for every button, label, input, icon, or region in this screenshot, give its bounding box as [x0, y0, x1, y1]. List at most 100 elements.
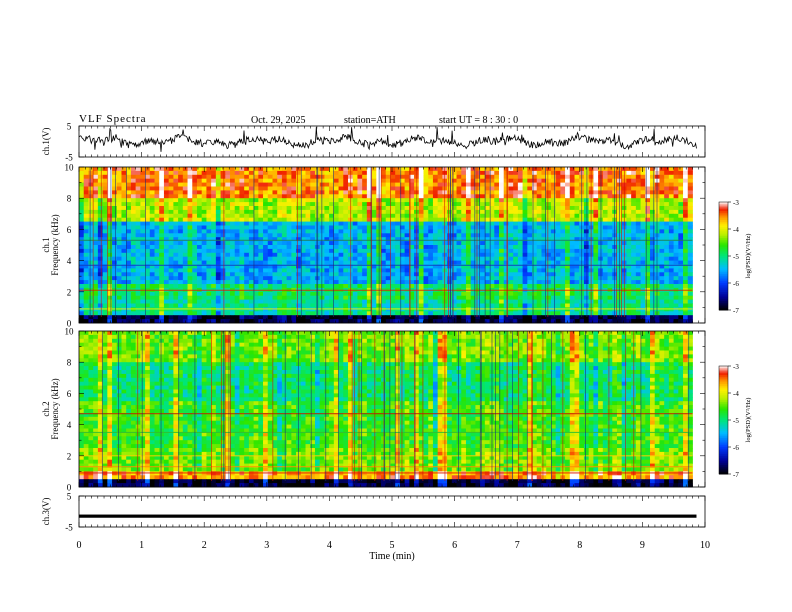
- spectrogram-cell: [182, 252, 188, 258]
- spectrogram-cell: [683, 248, 689, 254]
- spectrogram-cell: [362, 209, 368, 215]
- spectrogram-cell: [135, 213, 141, 219]
- spectrogram-cell: [357, 272, 363, 277]
- spectrogram-cell: [626, 268, 632, 273]
- spectrogram-cell: [451, 241, 457, 246]
- spectrogram-cell: [513, 202, 519, 207]
- spectrogram-cell: [381, 284, 387, 289]
- spectrogram-cell: [140, 315, 146, 320]
- spectrogram-cell: [357, 233, 363, 238]
- spectrogram-cell: [196, 256, 203, 261]
- spectrogram-cell: [116, 209, 122, 215]
- spectrogram-cell: [668, 256, 674, 261]
- spectrogram-cell: [88, 221, 94, 226]
- spectrogram-cell: [475, 272, 481, 277]
- spectrogram-cell: [196, 299, 203, 304]
- spectrogram-cell: [541, 170, 547, 176]
- spectrogram-cell: [149, 315, 155, 320]
- spectrogram-cell: [239, 233, 245, 238]
- spectrogram-cell: [154, 209, 160, 215]
- spectrogram-cell: [494, 233, 500, 238]
- spectrogram-cell: [602, 190, 608, 195]
- spectrogram-cell: [626, 194, 632, 199]
- spectrogram-cell: [281, 202, 288, 207]
- spectrogram-cell: [371, 209, 377, 215]
- spectrogram-cell: [480, 190, 486, 195]
- spectrogram-cell: [296, 209, 302, 215]
- spectrogram-cell: [404, 245, 410, 250]
- spectrogram-cell: [409, 190, 415, 195]
- spectrogram-cell: [239, 190, 245, 195]
- spectrogram-cell: [182, 198, 188, 203]
- spectrogram-cell: [683, 209, 689, 215]
- spectrogram-cell: [494, 217, 500, 222]
- spectrogram-cell: [211, 217, 217, 222]
- spectrogram-cell: [248, 186, 255, 191]
- spectrogram-cell: [409, 209, 415, 215]
- spectrogram-cell: [277, 276, 283, 281]
- spectrogram-cell: [230, 206, 236, 211]
- spectrogram-cell: [163, 299, 170, 304]
- spectrogram-cell: [366, 225, 372, 230]
- spectrogram-cell: [687, 276, 693, 281]
- spectrogram-cell: [437, 268, 443, 273]
- spectrogram-cell: [650, 248, 656, 254]
- spectrogram-cell: [381, 206, 387, 211]
- spectrogram-cell: [244, 260, 250, 265]
- spectrogram-cell: [220, 291, 226, 297]
- spectrogram-cell: [234, 237, 240, 242]
- spectrogram-cell: [550, 213, 557, 219]
- spectrogram-cell: [121, 174, 127, 180]
- spectrogram-cell: [645, 229, 651, 234]
- spectrogram-cell: [182, 280, 188, 285]
- spectrogram-cell: [683, 311, 689, 316]
- spectrogram-cell: [253, 182, 259, 187]
- spectrogram-cell: [664, 299, 670, 304]
- spectrogram-cell: [650, 202, 656, 207]
- spectrogram-cell: [541, 206, 547, 211]
- spectrogram-cell: [281, 284, 288, 289]
- spectrogram-cell: [565, 221, 571, 226]
- spectrogram-cell: [635, 295, 641, 300]
- spectrogram-cell: [258, 202, 264, 207]
- spectrogram-cell: [196, 303, 203, 308]
- spectrogram-cell: [390, 186, 396, 191]
- spectrogram-cell: [211, 198, 217, 203]
- spectrogram-cell: [381, 190, 387, 195]
- spectrogram-cell: [635, 268, 641, 273]
- spectrogram-cell: [650, 241, 656, 246]
- spectrogram-cell: [329, 307, 335, 312]
- spectrogram-cell: [583, 182, 590, 187]
- spectrogram-cell: [93, 202, 99, 207]
- spectrogram-cell: [187, 190, 193, 195]
- spectrogram-cell: [683, 182, 689, 187]
- spectrogram-cell: [399, 194, 406, 199]
- spectrogram-cell: [385, 241, 391, 246]
- spectrogram-cell: [550, 241, 557, 246]
- spectrogram-cell: [494, 186, 500, 191]
- spectrogram-cell: [258, 315, 264, 320]
- spectrogram-cell: [550, 307, 557, 312]
- spectrogram-cell: [385, 209, 391, 215]
- spectrogram-cell: [645, 213, 651, 219]
- spectrogram-cell: [135, 248, 141, 254]
- spectrogram-cell: [149, 311, 155, 316]
- spectrogram-cell: [565, 272, 571, 277]
- spectrogram-cell: [673, 209, 679, 215]
- spectrogram-cell: [366, 245, 372, 250]
- spectrogram-cell: [130, 248, 137, 254]
- spectrogram-cell: [522, 295, 528, 300]
- spectrogram-cell: [296, 276, 302, 281]
- spectrogram-cell: [447, 291, 453, 297]
- spectrogram-cell: [258, 178, 264, 183]
- spectrogram-cell: [258, 248, 264, 254]
- spectrogram-cell: [277, 209, 283, 215]
- spectrogram-cell: [480, 225, 486, 230]
- spectrogram-cell: [687, 252, 693, 258]
- spectrogram-cell: [550, 170, 557, 176]
- spectrogram-cell: [489, 268, 495, 273]
- spectrogram-cell: [230, 280, 236, 285]
- spectrogram-cell: [159, 272, 165, 277]
- spectrogram-cell: [220, 213, 226, 219]
- spectrogram-cell: [673, 307, 679, 312]
